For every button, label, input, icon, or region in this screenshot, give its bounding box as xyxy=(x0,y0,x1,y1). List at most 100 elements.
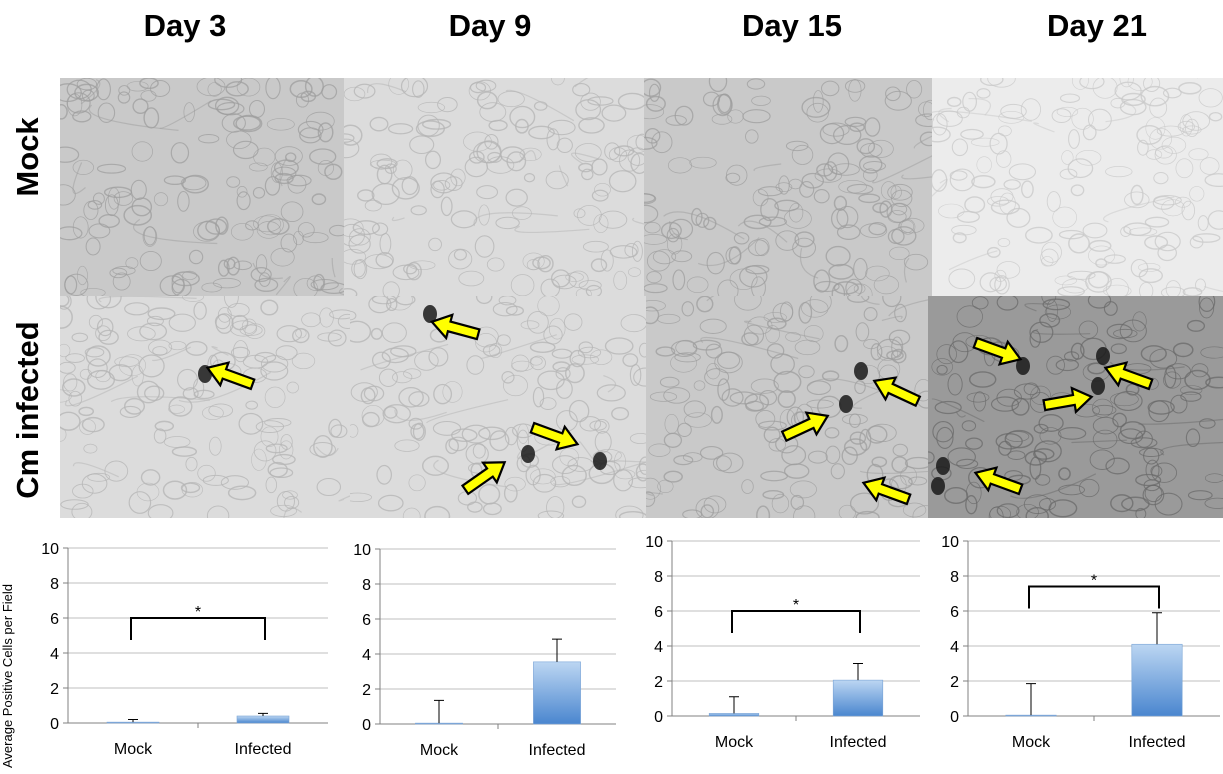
cell-outline xyxy=(1013,383,1041,400)
cell-outline xyxy=(622,353,639,367)
cell-outline xyxy=(60,305,73,329)
cell-outline xyxy=(138,354,165,378)
cell-outline xyxy=(232,115,262,131)
cell-outline xyxy=(1198,88,1223,108)
cell-outline xyxy=(555,367,571,380)
stained-cell xyxy=(936,457,950,475)
cell-outline xyxy=(478,204,490,226)
cell-outline xyxy=(633,367,646,387)
tissue-fiber xyxy=(338,495,350,502)
cell-outline xyxy=(1078,478,1100,498)
cell-outline xyxy=(475,79,497,92)
cell-outline xyxy=(587,96,614,106)
cell-outline xyxy=(159,275,186,296)
tissue-fiber xyxy=(1109,361,1185,371)
tissue-fiber xyxy=(178,371,271,403)
cell-outline xyxy=(260,361,289,381)
tissue-fiber xyxy=(574,78,589,88)
cell-outline xyxy=(996,388,1022,407)
bar-chart-day21: 0 2 4 6 8 10 Mock Infected * xyxy=(941,534,1220,751)
cell-outline xyxy=(60,343,71,358)
cell-outline xyxy=(387,123,414,135)
cell-outline xyxy=(215,216,229,235)
cell-outline xyxy=(1127,78,1153,92)
cell-outline xyxy=(424,150,442,170)
cell-outline xyxy=(572,83,591,97)
cell-outline xyxy=(646,271,662,284)
cell-outline xyxy=(652,249,677,265)
cell-outline xyxy=(1067,158,1094,179)
cell-outline xyxy=(1144,216,1170,228)
cell-outline xyxy=(948,268,976,290)
cell-outline xyxy=(492,302,518,317)
tissue-fiber xyxy=(669,221,688,241)
cell-outline xyxy=(236,191,251,211)
cell-outline xyxy=(996,503,1020,518)
cell-outline xyxy=(177,368,198,391)
y-axis-label-text: Average Positive Cells per Field xyxy=(0,584,15,768)
cell-outline xyxy=(675,339,697,356)
y-tick-label: 4 xyxy=(362,647,371,664)
cell-outline xyxy=(590,258,608,273)
cell-outline xyxy=(763,312,787,323)
cell-outline xyxy=(270,247,295,267)
cell-outline xyxy=(117,91,131,104)
cell-outline xyxy=(272,453,296,466)
cell-outline xyxy=(1079,78,1105,90)
cell-outline xyxy=(644,127,661,144)
cell-outline xyxy=(812,90,824,113)
cell-outline xyxy=(1140,345,1167,363)
tissue-fiber xyxy=(252,262,283,280)
significance-star: * xyxy=(1091,573,1097,590)
cell-outline xyxy=(589,420,607,431)
cell-outline xyxy=(569,349,586,368)
cell-outline xyxy=(163,175,187,185)
cell-outline xyxy=(84,347,105,358)
cell-outline xyxy=(201,282,222,293)
cell-outline xyxy=(66,92,91,114)
cell-outline xyxy=(112,265,136,276)
cell-outline xyxy=(546,496,565,518)
cell-outline xyxy=(994,275,1010,295)
tissue-fiber xyxy=(1033,122,1055,133)
cell-outline xyxy=(923,99,932,121)
cell-outline xyxy=(162,480,188,500)
cell-outline xyxy=(401,176,419,196)
cell-outline xyxy=(540,278,561,296)
cell-outline xyxy=(227,302,250,318)
cell-outline xyxy=(646,491,656,507)
cell-outline xyxy=(813,269,831,293)
yellow-arrow-icon xyxy=(872,376,922,408)
y-tick-label: 4 xyxy=(50,646,59,663)
cell-outline xyxy=(207,98,236,111)
tissue-fiber xyxy=(394,409,447,421)
cell-outline xyxy=(1087,271,1110,289)
cell-outline xyxy=(180,175,207,191)
micrograph-mock-day21 xyxy=(932,78,1223,296)
tissue-background xyxy=(644,78,932,296)
cell-outline xyxy=(717,351,741,369)
cell-outline xyxy=(124,302,150,316)
cell-outline xyxy=(428,237,442,252)
cell-outline xyxy=(1181,200,1196,221)
cell-outline xyxy=(304,78,324,97)
cell-outline xyxy=(891,456,909,473)
cell-outline xyxy=(1020,98,1042,121)
cell-outline xyxy=(297,120,324,139)
cell-outline xyxy=(758,420,787,431)
cell-outline xyxy=(872,202,889,214)
cell-outline xyxy=(375,252,394,268)
x-tick-label: Infected xyxy=(529,742,586,759)
cell-outline xyxy=(739,265,768,288)
cell-outline xyxy=(230,223,254,241)
cell-outline xyxy=(350,320,372,343)
cell-outline xyxy=(890,348,907,364)
stained-cell xyxy=(1016,357,1030,375)
tissue-fiber xyxy=(367,83,407,93)
cell-outline xyxy=(1105,278,1129,296)
cell-outline xyxy=(348,234,371,254)
cell-outline xyxy=(1205,376,1223,389)
tissue-fiber xyxy=(913,135,932,149)
cell-outline xyxy=(252,186,266,199)
cell-outline xyxy=(638,456,646,475)
